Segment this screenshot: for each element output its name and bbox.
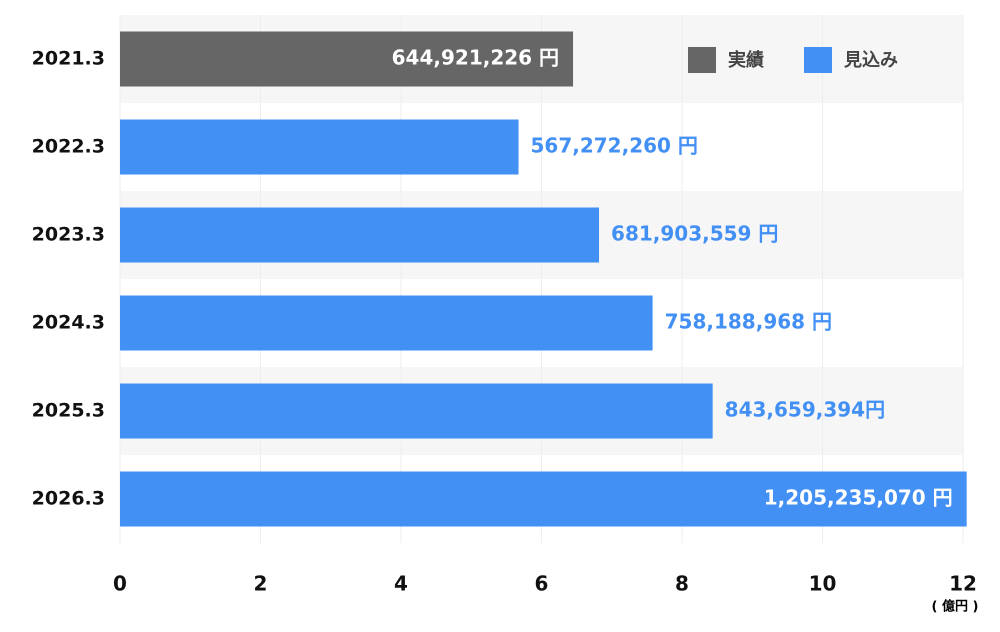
legend-label: 見込み [843, 50, 898, 71]
y-tick-label: 2021.3 [32, 48, 105, 70]
legend-swatch [688, 47, 716, 73]
value-label: 758,188,968 円 [665, 310, 832, 334]
x-tick-label: 2 [254, 572, 268, 596]
value-label: 843,659,394円 [725, 398, 885, 422]
legend-label: 実績 [728, 49, 764, 71]
y-tick-label: 2024.3 [32, 312, 105, 334]
bar [120, 295, 653, 351]
x-axis-label: ( 億円 ) [932, 599, 979, 615]
x-tick-label: 10 [809, 572, 837, 596]
value-label: 1,205,235,070 円 [764, 486, 953, 510]
bar [120, 207, 600, 263]
value-label: 681,903,559 円 [611, 222, 778, 246]
y-tick-label: 2023.3 [32, 224, 105, 246]
x-tick-label: 0 [113, 572, 127, 596]
bar [120, 471, 967, 527]
x-tick-label: 8 [675, 572, 689, 596]
value-label: 644,921,226 円 [392, 46, 559, 70]
value-label: 567,272,260 円 [531, 134, 698, 158]
legend-swatch [804, 47, 832, 73]
bar [120, 31, 574, 87]
x-tick-label: 4 [394, 572, 408, 596]
y-tick-label: 2022.3 [32, 136, 105, 158]
bar [120, 119, 519, 175]
y-tick-label: 2025.3 [32, 400, 105, 422]
x-tick-label: 6 [535, 572, 549, 596]
x-tick-label: 12 [949, 572, 977, 596]
y-tick-label: 2026.3 [32, 488, 105, 510]
bar [120, 383, 713, 439]
